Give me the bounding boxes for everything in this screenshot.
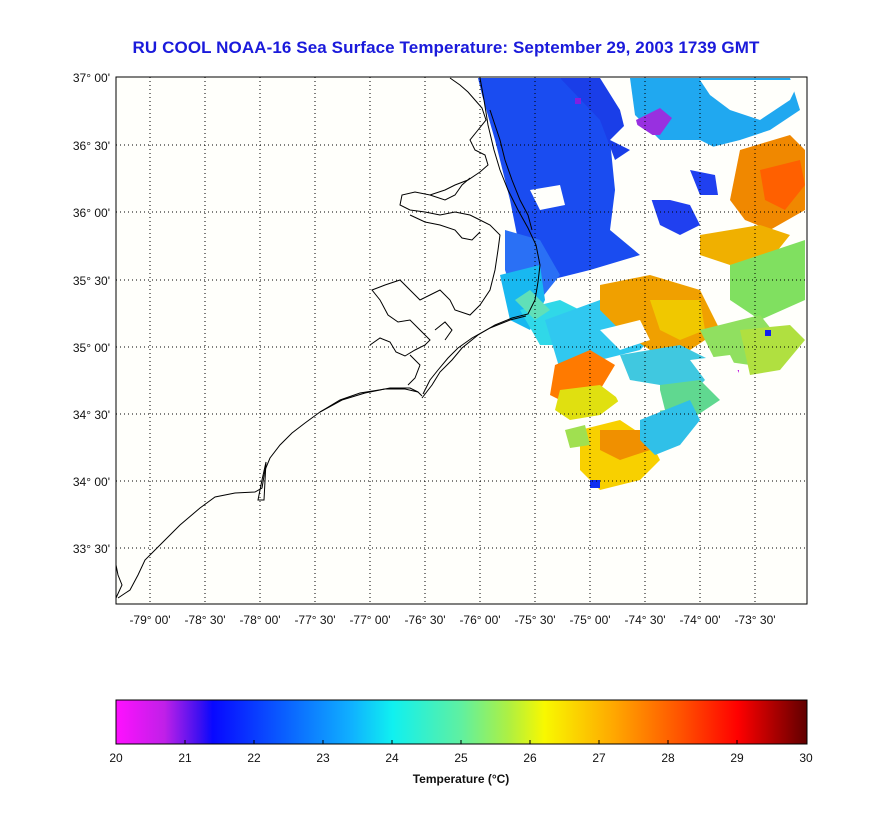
lon-tick-label: -77° 00' [349, 613, 390, 627]
colorbar-tick-label: 24 [385, 751, 399, 765]
latitude-axis: 37° 00' 36° 30' 36° 00' 35° 30' 35° 00' … [73, 71, 110, 556]
colorbar-label: Temperature (°C) [413, 772, 510, 786]
lon-tick-label: -78° 30' [184, 613, 225, 627]
lat-tick-label: 37° 00' [73, 71, 110, 85]
colorbar-tick-label: 22 [247, 751, 261, 765]
colorbar: 20 21 22 23 24 25 26 27 28 29 30 Tempera… [109, 699, 813, 786]
colorbar-tick-label: 25 [454, 751, 468, 765]
lon-tick-label: -76° 00' [459, 613, 500, 627]
lon-tick-label: -75° 30' [514, 613, 555, 627]
colorbar-ticks [184, 740, 738, 744]
colorbar-tick-label: 21 [178, 751, 192, 765]
coastline [116, 77, 541, 599]
colorbar-tick-label: 26 [523, 751, 537, 765]
lon-tick-label: -74° 00' [679, 613, 720, 627]
colorbar-tick-label: 27 [592, 751, 606, 765]
sst-data-field [478, 78, 805, 490]
colorbar-gradient [115, 699, 808, 745]
colorbar-tick-label: 30 [799, 751, 813, 765]
lat-tick-label: 34° 00' [73, 475, 110, 489]
lat-tick-label: 36° 30' [73, 139, 110, 153]
colorbar-tick-label: 20 [109, 751, 123, 765]
lat-tick-label: 36° 00' [73, 206, 110, 220]
lat-tick-label: 35° 30' [73, 274, 110, 288]
colorbar-tick-label: 23 [316, 751, 330, 765]
lon-tick-label: -75° 00' [569, 613, 610, 627]
lat-tick-label: 34° 30' [73, 408, 110, 422]
lon-tick-label: -79° 00' [129, 613, 170, 627]
colorbar-tick-label: 28 [661, 751, 675, 765]
lon-tick-label: -78° 00' [239, 613, 280, 627]
longitude-axis: -79° 00' -78° 30' -78° 00' -77° 30' -77°… [129, 613, 775, 627]
lon-tick-label: -77° 30' [294, 613, 335, 627]
lat-tick-label: 33° 30' [73, 542, 110, 556]
lon-tick-label: -76° 30' [404, 613, 445, 627]
lat-tick-label: 35° 00' [73, 341, 110, 355]
colorbar-tick-label: 29 [730, 751, 744, 765]
map-title: RU COOL NOAA-16 Sea Surface Temperature:… [132, 38, 760, 57]
lon-tick-label: -74° 30' [624, 613, 665, 627]
lon-tick-label: -73° 30' [734, 613, 775, 627]
